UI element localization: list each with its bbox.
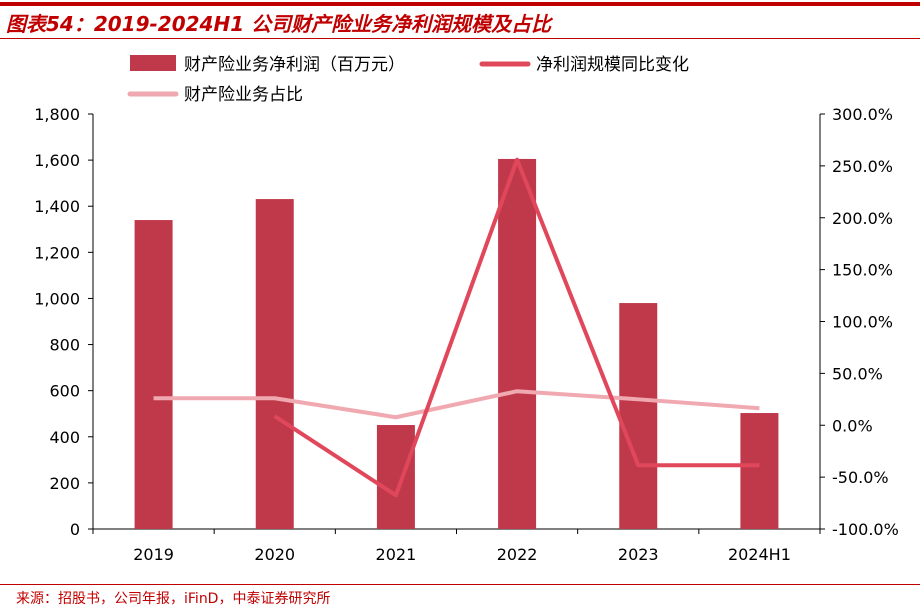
source-note: 来源：招股书，公司年报，iFinD，中泰证券研究所 (16, 591, 331, 607)
right-tick-label: 100.0% (832, 313, 893, 332)
right-tick-label: 150.0% (832, 261, 893, 280)
right-tick-label: 200.0% (832, 209, 893, 228)
x-tick-label: 2023 (618, 545, 659, 564)
chart-title: 图表54：2019-2024H1 公司财产险业务净利润规模及占比 (6, 12, 552, 36)
bar-2019 (134, 220, 173, 530)
source-divider (0, 584, 920, 585)
right-tick-label: -50.0% (832, 468, 889, 487)
line-series-2 (153, 389, 760, 420)
bar-2020 (255, 199, 294, 529)
left-tick-label: 1,200 (34, 243, 80, 262)
left-tick-label: 800 (49, 336, 80, 355)
right-tick-label: 300.0% (832, 105, 893, 124)
chart-svg: 0 200 400 600 800 1,000 1,200 1,400 1,600 1,800 -1… (34, 55, 899, 564)
x-tick-label: 2024H1 (728, 545, 791, 564)
left-tick-label: 600 (49, 382, 80, 401)
bar-2022 (498, 158, 537, 530)
left-tick-label: 200 (49, 474, 80, 493)
right-tick-label: 250.0% (832, 157, 893, 176)
legend-label-share: 财产险业务占比 (184, 85, 303, 105)
title-divider (0, 38, 920, 39)
bar-2021 (376, 425, 415, 529)
left-tick-label: 1,800 (34, 105, 80, 124)
top-rule (0, 2, 920, 6)
x-tick-label: 2019 (133, 545, 174, 564)
x-tick-label: 2022 (497, 545, 538, 564)
right-tick-label: -100.0% (832, 520, 899, 539)
left-tick-label: 1,600 (34, 151, 80, 170)
right-tick-label: 0.0% (832, 416, 873, 435)
left-tick-label: 1,400 (34, 197, 80, 216)
legend-label-yoy: 净利润规模同比变化 (536, 55, 689, 75)
left-tick-label: 1,000 (34, 289, 80, 308)
left-tick-label: 0 (70, 520, 80, 539)
x-tick-label: 2021 (376, 545, 417, 564)
legend-swatch-bar (130, 55, 176, 71)
legend-label-bar: 财产险业务净利润（百万元） (184, 55, 405, 75)
bar-2024H1 (740, 413, 779, 529)
left-tick-label: 400 (49, 428, 80, 447)
right-tick-label: 50.0% (832, 364, 883, 383)
x-tick-label: 2020 (254, 545, 295, 564)
bar-2023 (619, 303, 658, 529)
